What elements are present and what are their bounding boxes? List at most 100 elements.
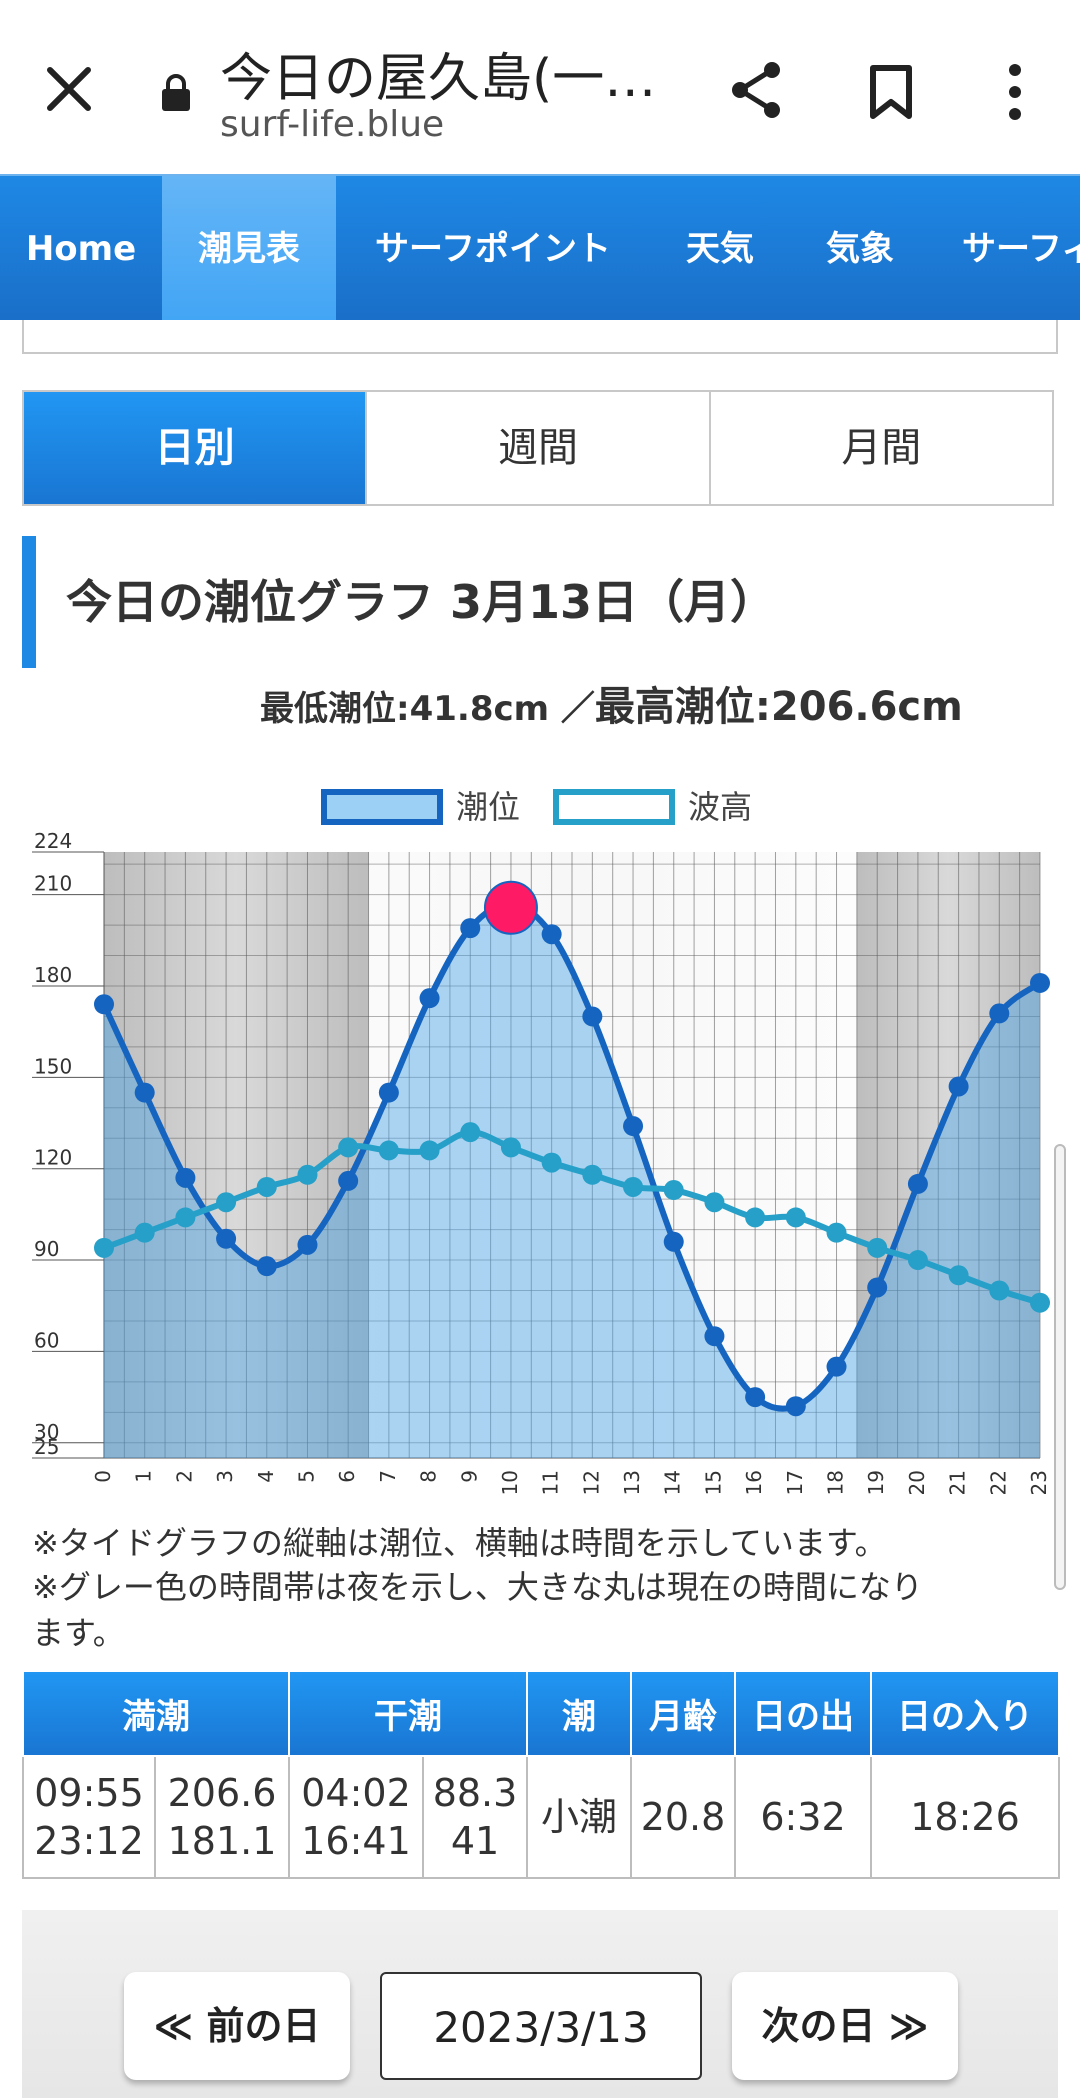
tide-point bbox=[1030, 972, 1050, 993]
x-tick-label: 15 bbox=[701, 1470, 725, 1495]
moon-age: 20.8 bbox=[630, 1755, 736, 1879]
legend-wave-label: 波高 bbox=[688, 788, 752, 826]
wave-point bbox=[623, 1176, 644, 1197]
y-tick-label: 150 bbox=[34, 1054, 72, 1078]
x-tick-label: 10 bbox=[498, 1470, 522, 1495]
scrollbar[interactable] bbox=[1054, 1144, 1066, 1590]
tide-point bbox=[94, 994, 114, 1015]
nav-surf-points[interactable]: サーフポイント bbox=[375, 229, 611, 269]
wave-point bbox=[378, 1140, 399, 1161]
low-tide-levels: 88.3 41 bbox=[422, 1755, 528, 1879]
wave-point bbox=[826, 1222, 847, 1243]
min-tide: 最低潮位:41.8cm ／ bbox=[260, 689, 595, 729]
tide-point bbox=[419, 988, 440, 1009]
x-tick-label: 22 bbox=[986, 1470, 1010, 1495]
low-tide-times: 04:02 16:41 bbox=[288, 1755, 424, 1879]
y-tick-label: 210 bbox=[34, 872, 72, 896]
x-tick-label: 14 bbox=[661, 1470, 685, 1495]
legend-tide-label: 潮位 bbox=[456, 788, 520, 826]
nav-weather[interactable]: 天気 bbox=[686, 229, 754, 269]
tide-point bbox=[663, 1231, 684, 1252]
y-tick-label: 90 bbox=[34, 1237, 59, 1261]
wave-point bbox=[297, 1164, 318, 1185]
note-axes: ※タイドグラフの縦軸は潮位、横軸は時間を示しています。 bbox=[32, 1524, 887, 1562]
tab-weekly[interactable]: 週間 bbox=[367, 392, 711, 504]
x-tick-label: 16 bbox=[742, 1470, 766, 1495]
wave-point bbox=[907, 1250, 928, 1271]
x-tick-label: 9 bbox=[457, 1470, 481, 1483]
browser-toolbar: 今日の屋久島(一… surf-life.blue bbox=[0, 0, 1080, 174]
x-tick-label: 12 bbox=[579, 1470, 603, 1495]
header-sunrise: 日の出 bbox=[734, 1672, 872, 1757]
page-url[interactable]: surf-life.blue bbox=[220, 104, 445, 145]
tide-table: 満潮 干潮 潮 月齢 日の出 日の入り 09:55 23:12 206.6 181.… bbox=[22, 1672, 1060, 1879]
prev-day-button[interactable]: ≪ 前の日 bbox=[124, 1972, 350, 2080]
wave-point bbox=[216, 1192, 237, 1213]
legend-wave-swatch bbox=[553, 789, 675, 825]
nav-tide-table[interactable]: 潮見表 bbox=[162, 176, 336, 320]
nav-divider bbox=[22, 320, 1058, 354]
x-tick-label: 1 bbox=[132, 1470, 156, 1483]
x-tick-label: 18 bbox=[824, 1470, 848, 1495]
tide-point bbox=[867, 1277, 888, 1298]
wave-point bbox=[134, 1222, 155, 1243]
site-nav: Home 潮見表 サーフポイント 天気 気象 サーフィ bbox=[0, 174, 1080, 320]
max-tide: 最高潮位:206.6cm bbox=[594, 684, 963, 730]
section-heading: 今日の潮位グラフ 3月13日（月） bbox=[66, 575, 777, 629]
tide-point bbox=[745, 1387, 766, 1408]
x-tick-label: 6 bbox=[335, 1470, 359, 1483]
tide-point bbox=[297, 1234, 318, 1255]
wave-point bbox=[175, 1207, 196, 1228]
tide-min-max: 最低潮位:41.8cm ／最高潮位:206.6cm bbox=[260, 674, 963, 732]
header-low-tide: 干潮 bbox=[288, 1672, 528, 1757]
tide-point bbox=[541, 924, 562, 945]
nav-meteorology[interactable]: 気象 bbox=[826, 229, 894, 269]
tide-point bbox=[623, 1116, 644, 1137]
tide-point bbox=[704, 1326, 725, 1347]
wave-point bbox=[256, 1176, 277, 1197]
tab-monthly[interactable]: 月間 bbox=[710, 392, 1052, 504]
current-time-marker bbox=[483, 880, 538, 935]
lock-icon bbox=[160, 72, 192, 112]
share-icon[interactable] bbox=[728, 60, 784, 120]
x-tick-label: 13 bbox=[620, 1470, 644, 1495]
sunset-time: 18:26 bbox=[870, 1755, 1060, 1879]
tab-daily[interactable]: 日別 bbox=[24, 392, 368, 504]
tide-point bbox=[175, 1167, 196, 1188]
wave-point bbox=[785, 1207, 806, 1228]
wave-point bbox=[948, 1265, 969, 1286]
wave-point bbox=[500, 1137, 521, 1158]
close-icon[interactable] bbox=[40, 60, 98, 118]
y-tick-label: 30 bbox=[34, 1420, 59, 1444]
nav-home[interactable]: Home bbox=[25, 229, 137, 269]
night-region bbox=[856, 852, 1040, 1458]
wave-point bbox=[94, 1237, 114, 1258]
x-tick-label: 0 bbox=[91, 1470, 115, 1483]
nav-surf-more[interactable]: サーフィ bbox=[962, 229, 1080, 269]
header-tide-type: 潮 bbox=[526, 1672, 632, 1757]
tide-point bbox=[826, 1356, 847, 1377]
bookmark-icon[interactable] bbox=[868, 64, 914, 120]
y-tick-label: 224 bbox=[34, 829, 72, 853]
next-day-button[interactable]: 次の日 ≫ bbox=[732, 1972, 958, 2080]
x-tick-label: 3 bbox=[213, 1470, 237, 1483]
more-options-icon[interactable] bbox=[1000, 62, 1030, 122]
table-header-row: 満潮 干潮 潮 月齢 日の出 日の入り bbox=[22, 1672, 1060, 1757]
legend-tide-swatch bbox=[321, 789, 443, 825]
wave-point bbox=[989, 1280, 1010, 1301]
high-tide-levels: 206.6 181.1 bbox=[154, 1755, 290, 1879]
x-tick-label: 11 bbox=[539, 1470, 563, 1495]
wave-point bbox=[582, 1164, 603, 1185]
x-tick-label: 8 bbox=[417, 1470, 441, 1483]
header-high-tide: 満潮 bbox=[22, 1672, 290, 1757]
sunrise-time: 6:32 bbox=[734, 1755, 872, 1879]
x-tick-label: 17 bbox=[783, 1470, 807, 1495]
header-sunset: 日の入り bbox=[870, 1672, 1060, 1757]
y-tick-label: 25 bbox=[34, 1435, 59, 1459]
wave-point bbox=[867, 1237, 888, 1258]
page-title[interactable]: 今日の屋久島(一… bbox=[220, 49, 657, 109]
date-field[interactable]: 2023/3/13 bbox=[380, 1972, 702, 2080]
wave-point bbox=[745, 1207, 766, 1228]
x-tick-label: 2 bbox=[172, 1470, 196, 1483]
